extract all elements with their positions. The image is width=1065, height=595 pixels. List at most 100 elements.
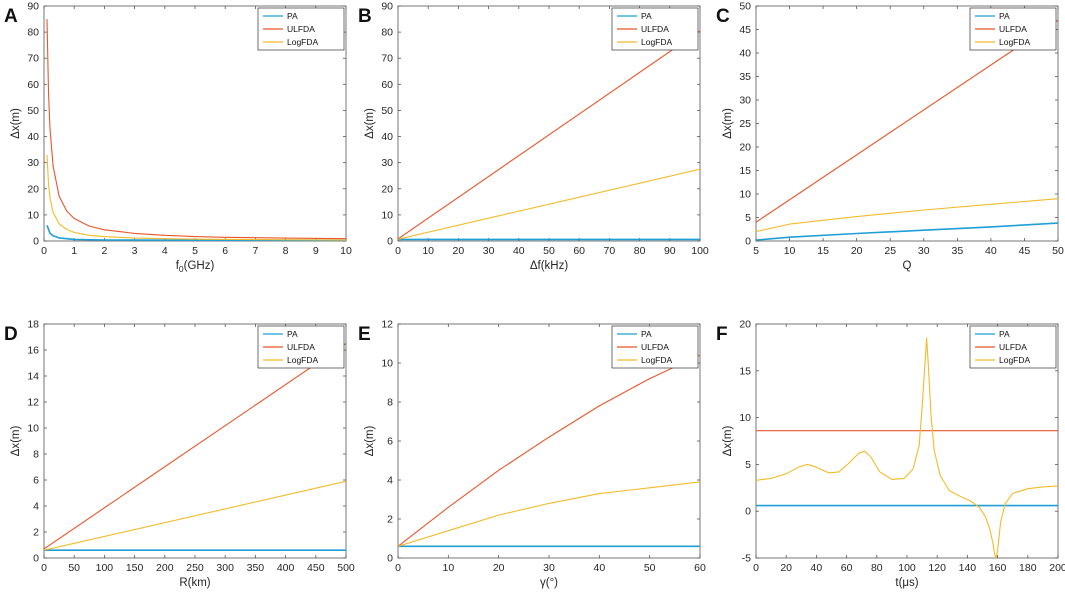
panel-c-series-pa — [756, 222, 1058, 241]
panel-f-legend-label-logfda: LogFDA — [999, 355, 1031, 365]
panel-c-legend: PA ULFDA LogFDA — [969, 7, 1057, 51]
panel-a-legend-label-pa: PA — [287, 11, 298, 21]
panel-b-ytick-label: 70 — [381, 53, 393, 65]
panel-f-xtick-label: 0 — [753, 562, 759, 574]
panel-e-xtick-label: 40 — [593, 562, 605, 574]
panel-d-xtick-label: 200 — [156, 562, 174, 574]
panel-a-ytick-label: 30 — [27, 157, 39, 169]
panel-b-xtick-label: 90 — [664, 245, 676, 257]
panel-e-series-ulfda — [398, 354, 700, 547]
panel-f-xtick-label: 160 — [989, 562, 1007, 574]
panel-c-legend-label-pa: PA — [999, 11, 1010, 21]
panel-a-ylabel: Δx(m) — [10, 108, 22, 139]
panel-e-xtick-label: 20 — [493, 562, 505, 574]
panel-b-legend-label-logfda: LogFDA — [641, 37, 673, 47]
panel-d-xtick-label: 250 — [186, 562, 204, 574]
panel-a-ytick-label: 70 — [27, 53, 39, 65]
panel-f-ylabel: Δx(m) — [722, 425, 734, 456]
panel-b-xtick-label: 100 — [691, 245, 709, 257]
panel-d-xtick-label: 50 — [68, 562, 80, 574]
panel-a-ytick-label: 0 — [33, 236, 39, 248]
panel-a-ytick-label: 50 — [27, 105, 39, 117]
panel-a-series-ulfda — [46, 19, 346, 240]
panel-f-xtick-label: 200 — [1049, 562, 1065, 574]
panel-d-ytick-label: 0 — [33, 553, 39, 565]
panel-d-xtick-label: 150 — [126, 562, 144, 574]
panel-b-xtick-label: 10 — [422, 245, 434, 257]
panel-b-letter: B — [358, 6, 372, 27]
panel-c-ytick-label: 50 — [739, 1, 751, 13]
panel-d-series-ulfda — [44, 343, 346, 550]
panel-d-legend-label-logfda: LogFDA — [287, 355, 319, 365]
panel-c-ytick-label: 10 — [739, 189, 751, 201]
panel-d-ytick-label: 8 — [33, 449, 39, 461]
panel-f-xtick-label: 120 — [928, 562, 946, 574]
panel-b-xtick-label: 0 — [395, 245, 401, 257]
panel-a-ytick-label: 80 — [27, 27, 39, 39]
panel-f-legend-label-pa: PA — [999, 329, 1010, 339]
panel-f-ytick-label: -5 — [742, 553, 751, 565]
panel-f-xtick-label: 20 — [780, 562, 792, 574]
panel-f-axes-frame — [755, 323, 1059, 559]
panel-b-ytick-label: 60 — [381, 79, 393, 91]
panel-f-letter: F — [716, 324, 728, 345]
panel-f-ytick-label: 15 — [739, 365, 751, 377]
panel-d-xtick-label: 500 — [337, 562, 355, 574]
panel-a-xtick-label: 3 — [132, 245, 138, 257]
panel-b-xlabel: Δf(kHz) — [530, 260, 569, 272]
panel-c-ytick-label: 35 — [739, 71, 751, 83]
panel-b-xtick-label: 40 — [513, 245, 525, 257]
panel-e-ylabel: Δx(m) — [364, 425, 376, 456]
panel-c-legend-label-ulfda: ULFDA — [999, 24, 1027, 34]
panel-e-xtick-label: 10 — [442, 562, 454, 574]
panel-d-legend-label-pa: PA — [287, 329, 298, 339]
panel-e: E 0 10 20 30 40 50 60 0 2 4 6 8 10 12 γ(°) Δx(m) PA ULFDA L… — [358, 319, 706, 590]
panel-c-ytick-label: 5 — [745, 212, 751, 224]
panel-a-legend: PA ULFDA LogFDA — [257, 7, 345, 51]
panel-e-ytick-label: 0 — [387, 553, 393, 565]
panel-d-xtick-label: 450 — [307, 562, 325, 574]
panel-e-xtick-label: 0 — [395, 562, 401, 574]
panel-b-xtick-label: 30 — [483, 245, 495, 257]
panel-d-series-logfda — [44, 480, 346, 551]
panel-d-ytick-label: 16 — [27, 345, 39, 357]
panel-c-xtick-label: 40 — [985, 245, 997, 257]
panel-d-xtick-label: 350 — [247, 562, 265, 574]
panel-f-ytick-label: 10 — [739, 412, 751, 424]
panel-b-ytick-label: 10 — [381, 209, 393, 221]
panel-e-xtick-label: 60 — [694, 562, 706, 574]
panel-a-xtick-label: 8 — [283, 245, 289, 257]
panel-b-xtick-label: 70 — [604, 245, 616, 257]
panel-e-legend-label-pa: PA — [641, 329, 652, 339]
panel-c-xtick-label: 15 — [817, 245, 829, 257]
panel-c-legend-label-logfda: LogFDA — [999, 37, 1031, 47]
panel-a-ytick-label: 10 — [27, 209, 39, 221]
panel-f: F0 20 40 60 80 100 120 140 160 180 200-505101520t(… — [716, 319, 1065, 590]
panel-f-xlabel: t(μs) — [895, 577, 918, 589]
panel-c-xtick-label: 25 — [884, 245, 896, 257]
panel-b-ytick-label: 30 — [381, 157, 393, 169]
panel-c-ytick-label: 0 — [745, 236, 751, 248]
panel-a-legend-label-ulfda: ULFDA — [287, 24, 315, 34]
panel-e-ytick-label: 8 — [387, 397, 393, 409]
panel-f-xtick-label: 100 — [898, 562, 916, 574]
panel-c-xlabel: Q — [903, 260, 912, 272]
panel-a-xtick-label: 4 — [162, 245, 168, 257]
panel-a-xtick-label: 7 — [252, 245, 258, 257]
panel-b-ytick-label: 50 — [381, 105, 393, 117]
panel-c-letter: C — [716, 6, 730, 27]
panel-a-xlabel: f0(GHz) — [176, 260, 215, 274]
panel-c-ytick-label: 40 — [739, 48, 751, 60]
panel-e-ytick-label: 12 — [381, 319, 393, 331]
panel-d-letter: D — [4, 324, 18, 345]
panel-d-ylabel: Δx(m) — [10, 425, 22, 456]
panel-f-legend: PA ULFDA LogFDA — [969, 325, 1057, 369]
panel-d-xlabel: R(km) — [179, 577, 210, 589]
panel-e-legend-label-ulfda: ULFDA — [641, 342, 669, 352]
panel-c-ytick-label: 15 — [739, 165, 751, 177]
panel-a-legend-label-logfda: LogFDA — [287, 37, 319, 47]
panel-d-ytick-label: 14 — [27, 371, 39, 383]
panel-e-ytick-label: 10 — [381, 358, 393, 370]
panel-e-ytick-label: 2 — [387, 514, 393, 526]
panel-f-xtick-label: 180 — [1019, 562, 1037, 574]
